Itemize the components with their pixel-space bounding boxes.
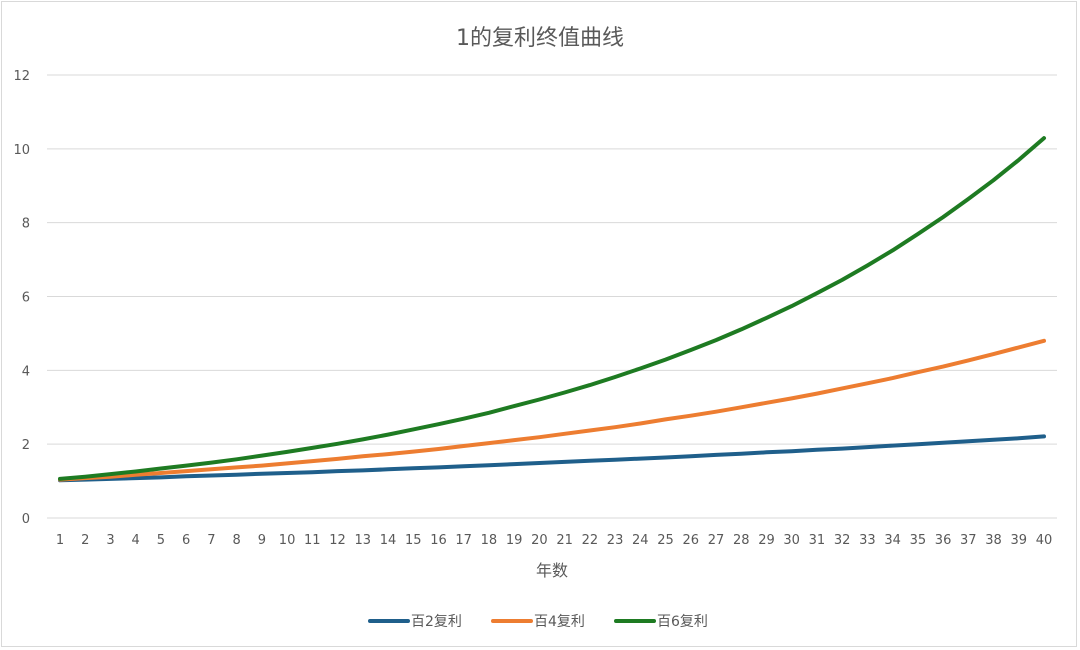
x-tick-label: 16 [430, 533, 447, 548]
x-tick-label: 30 [783, 533, 800, 548]
legend-label: 百6复利 [657, 613, 708, 630]
x-tick-label: 6 [182, 533, 190, 548]
x-tick-label: 22 [582, 533, 599, 548]
series-line-2 [58, 338, 1046, 482]
x-tick-label: 2 [81, 533, 89, 548]
x-tick-label: 28 [733, 533, 750, 548]
y-tick-label: 0 [22, 512, 30, 527]
series-line-3 [58, 136, 1046, 481]
x-tick-label: 24 [632, 533, 649, 548]
x-tick-label: 27 [708, 533, 725, 548]
series-line-1 [58, 434, 1046, 483]
x-tick-label: 32 [834, 533, 851, 548]
legend-item: 百4复利 [491, 613, 585, 630]
x-tick-label: 21 [556, 533, 573, 548]
x-tick-label: 17 [455, 533, 472, 548]
x-tick-label: 14 [380, 533, 397, 548]
x-tick-label: 3 [106, 533, 114, 548]
x-tick-label: 10 [279, 533, 296, 548]
x-tick-label: 29 [758, 533, 775, 548]
chart-title: 1的复利终值曲线 [456, 26, 624, 51]
legend-item: 百2复利 [368, 613, 462, 630]
legend-item: 百6复利 [614, 613, 708, 630]
x-tick-label: 40 [1036, 533, 1053, 548]
legend-label: 百2复利 [411, 613, 462, 630]
x-tick-label: 12 [329, 533, 346, 548]
x-tick-label: 8 [232, 533, 240, 548]
x-tick-label: 19 [506, 533, 523, 548]
x-tick-label: 11 [304, 533, 321, 548]
x-tick-label: 20 [531, 533, 548, 548]
y-tick-label: 2 [22, 438, 30, 453]
x-tick-label: 18 [481, 533, 498, 548]
x-tick-label: 15 [405, 533, 422, 548]
legend-label: 百4复利 [534, 613, 585, 630]
x-tick-label: 4 [132, 533, 140, 548]
x-tick-label: 31 [809, 533, 826, 548]
x-tick-label: 37 [960, 533, 977, 548]
y-tick-label: 8 [22, 217, 30, 232]
x-tick-label: 9 [258, 533, 266, 548]
y-tick-label: 10 [13, 143, 30, 158]
x-tick-label: 7 [207, 533, 215, 548]
x-tick-label: 1 [56, 533, 64, 548]
x-tick-label: 25 [657, 533, 674, 548]
x-tick-label: 39 [1010, 533, 1027, 548]
x-axis-label: 年数 [536, 561, 568, 580]
x-tick-label: 36 [935, 533, 952, 548]
x-tick-label: 35 [910, 533, 927, 548]
y-tick-label: 6 [22, 291, 30, 306]
x-tick-label: 23 [607, 533, 624, 548]
x-tick-label: 26 [682, 533, 699, 548]
x-tick-label: 38 [985, 533, 1002, 548]
x-tick-label: 13 [354, 533, 371, 548]
x-tick-label: 5 [157, 533, 165, 548]
x-tick-label: 34 [884, 533, 901, 548]
x-tick-label: 33 [859, 533, 876, 548]
y-tick-label: 12 [13, 69, 30, 84]
y-tick-label: 4 [22, 364, 30, 379]
